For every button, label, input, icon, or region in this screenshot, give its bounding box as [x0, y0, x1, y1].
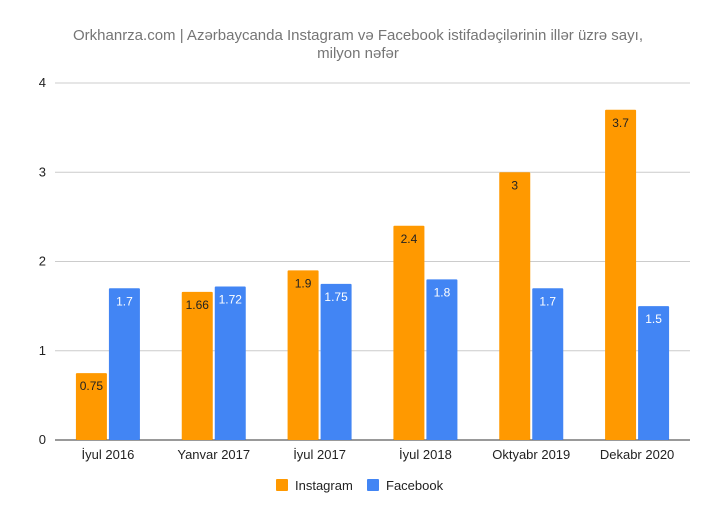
bar-instagram [499, 172, 531, 440]
bar-facebook [108, 288, 140, 440]
data-label-instagram: 1.66 [186, 298, 210, 312]
bar-facebook [638, 306, 670, 440]
x-category-label: Yanvar 2017 [177, 447, 250, 462]
bar-facebook [532, 288, 564, 440]
data-label-instagram: 2.4 [401, 232, 418, 246]
data-label-facebook: 1.7 [116, 294, 133, 308]
y-tick-label: 4 [39, 75, 46, 90]
y-axis-ticks: 0 1 2 3 4 [39, 75, 46, 447]
data-label-instagram: 3.7 [612, 116, 629, 130]
y-tick-label: 3 [39, 164, 46, 179]
bar-facebook [214, 286, 246, 440]
bar-instagram [181, 291, 213, 440]
legend-swatch-instagram [276, 479, 288, 491]
data-label-facebook: 1.7 [539, 294, 556, 308]
x-category-label: Oktyabr 2019 [492, 447, 570, 462]
data-label-instagram: 0.75 [80, 379, 104, 393]
y-tick-label: 1 [39, 343, 46, 358]
legend-label-instagram: Instagram [295, 478, 353, 493]
y-tick-label: 0 [39, 432, 46, 447]
bar-instagram [393, 225, 425, 440]
data-label-facebook: 1.5 [645, 312, 662, 326]
x-category-label: İyul 2016 [82, 447, 135, 462]
bar-instagram [75, 373, 107, 440]
bar-instagram [605, 109, 637, 441]
x-category-label: İyul 2018 [399, 447, 452, 462]
gridlines [55, 82, 690, 441]
chart-title-line: Orkhanrza.com | Azərbaycanda Instagram v… [73, 27, 643, 44]
legend-swatch-facebook [367, 479, 379, 491]
legend-label-facebook: Facebook [386, 478, 444, 493]
bar-facebook [320, 283, 352, 440]
chart-title: Orkhanrza.com | Azərbaycanda Instagram v… [73, 27, 643, 62]
bar-instagram [287, 270, 319, 440]
bars: 0.75 1.7 1.66 1.72 1.9 1.75 2.4 1.8 3 1.7 3.7 1.5 [75, 109, 670, 441]
bar-facebook [426, 279, 458, 440]
x-axis-labels: İyul 2016 Yanvar 2017 İyul 2017 İyul 2018 Ok… [82, 447, 675, 462]
chart-title-line: milyon nəfər [317, 45, 399, 62]
legend: Instagram Facebook [276, 478, 444, 493]
data-label-instagram: 3 [511, 178, 518, 192]
data-label-facebook: 1.75 [324, 290, 348, 304]
data-label-facebook: 1.72 [219, 292, 243, 306]
x-category-label: İyul 2017 [293, 447, 346, 462]
y-tick-label: 2 [39, 254, 46, 269]
data-label-instagram: 1.9 [295, 276, 312, 290]
x-category-label: Dekabr 2020 [600, 447, 674, 462]
data-label-facebook: 1.8 [434, 285, 451, 299]
